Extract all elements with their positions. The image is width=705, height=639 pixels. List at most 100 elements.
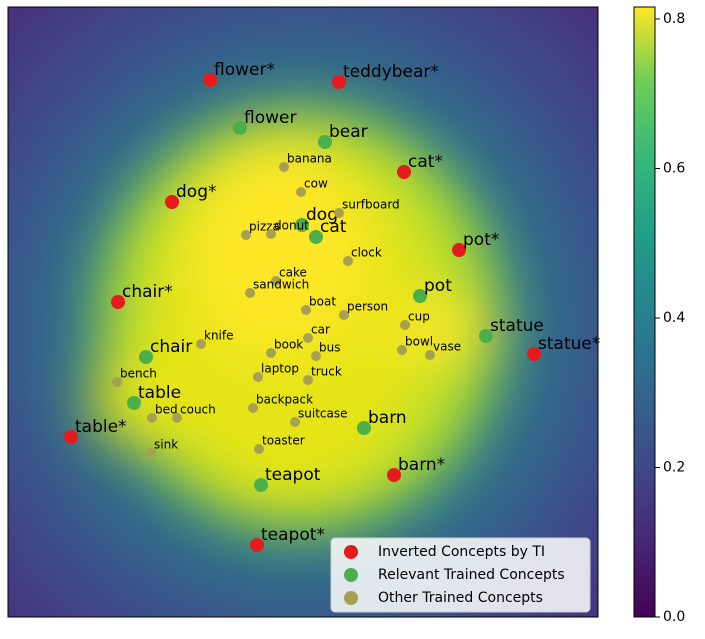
point xyxy=(64,430,78,444)
point xyxy=(303,333,313,343)
legend-marker xyxy=(344,568,358,582)
legend: Inverted Concepts by TI Relevant Trained … xyxy=(330,537,591,613)
point xyxy=(311,351,321,361)
point xyxy=(397,165,411,179)
point xyxy=(357,421,371,435)
point xyxy=(479,329,493,343)
point xyxy=(127,396,141,410)
point xyxy=(147,413,157,423)
point xyxy=(339,310,349,320)
point-label: teapot xyxy=(265,465,321,485)
plot-frame xyxy=(7,6,599,618)
point xyxy=(343,256,353,266)
point-label: car xyxy=(311,323,330,337)
point-label: clock xyxy=(351,246,382,260)
point xyxy=(387,468,401,482)
point-label: pot xyxy=(424,276,452,296)
point-label: flower xyxy=(244,108,296,128)
point xyxy=(111,295,125,309)
point-label: book xyxy=(274,338,303,352)
point xyxy=(241,230,251,240)
point-label: chair* xyxy=(122,282,173,302)
point-label: suitcase xyxy=(298,407,347,421)
point-label: cake xyxy=(279,266,307,280)
colorbar-tick-label: 0.4 xyxy=(663,310,685,326)
point xyxy=(233,121,247,135)
legend-marker xyxy=(344,591,358,605)
point xyxy=(254,444,264,454)
point xyxy=(266,348,276,358)
point xyxy=(295,218,309,232)
point-label: laptop xyxy=(261,362,299,376)
point-label: teapot* xyxy=(261,525,325,545)
point xyxy=(301,305,311,315)
colorbar-tick-label: 0.0 xyxy=(663,609,685,625)
point xyxy=(254,478,268,492)
point xyxy=(400,320,410,330)
point-label: donut xyxy=(274,219,309,233)
point-label: statue xyxy=(490,316,544,336)
point-label: truck xyxy=(311,365,342,379)
point xyxy=(253,372,263,382)
point-label: dog xyxy=(306,205,338,225)
point xyxy=(271,276,281,286)
point-label: cat* xyxy=(408,152,443,172)
point-label: bowl xyxy=(405,335,433,349)
point xyxy=(425,350,435,360)
point-label: couch xyxy=(180,403,216,417)
point-label: bear xyxy=(329,122,368,142)
point-label: flower* xyxy=(214,60,275,80)
point-label: person xyxy=(347,300,388,314)
point xyxy=(112,377,122,387)
point xyxy=(452,243,466,257)
point-label: chair xyxy=(150,337,192,357)
point xyxy=(203,73,217,87)
point-label: knife xyxy=(204,329,234,343)
heatmap xyxy=(8,7,598,617)
point-label: table* xyxy=(75,417,127,437)
point xyxy=(146,448,156,458)
colorbar xyxy=(633,6,656,618)
legend-label: Inverted Concepts by TI xyxy=(378,544,545,560)
legend-marker xyxy=(344,545,358,559)
point-label: sink xyxy=(154,438,178,452)
point xyxy=(397,345,407,355)
colorbar-tick-label: 0.8 xyxy=(663,11,685,27)
point-label: boat xyxy=(309,295,336,309)
point xyxy=(309,230,323,244)
point xyxy=(245,288,255,298)
point-label: dog* xyxy=(176,182,216,202)
point xyxy=(248,403,258,413)
point xyxy=(165,195,179,209)
point-label: vase xyxy=(433,340,461,354)
point xyxy=(172,413,182,423)
point xyxy=(196,339,206,349)
legend-label: Relevant Trained Concepts xyxy=(378,567,565,583)
point xyxy=(318,135,332,149)
point-label: statue* xyxy=(538,334,600,354)
point-label: sandwich xyxy=(253,278,309,292)
point-label: bench xyxy=(120,367,157,381)
point xyxy=(527,347,541,361)
point-label: pot* xyxy=(463,230,499,250)
point xyxy=(266,229,276,239)
point-label: barn* xyxy=(398,455,445,475)
point xyxy=(334,208,344,218)
point-label: surfboard xyxy=(342,198,400,212)
point xyxy=(413,289,427,303)
point xyxy=(303,375,313,385)
point xyxy=(279,162,289,172)
colorbar-tick-label: 0.2 xyxy=(663,459,685,475)
point xyxy=(290,417,300,427)
point-label: cat xyxy=(320,217,347,237)
point-label: table xyxy=(138,383,181,403)
point xyxy=(139,350,153,364)
point-label: banana xyxy=(287,152,332,166)
point-label: cow xyxy=(304,177,328,191)
point-label: cup xyxy=(408,310,430,324)
point xyxy=(332,75,346,89)
point-label: bed xyxy=(155,403,178,417)
point-label: barn xyxy=(368,408,407,428)
legend-label: Other Trained Concepts xyxy=(378,590,543,606)
